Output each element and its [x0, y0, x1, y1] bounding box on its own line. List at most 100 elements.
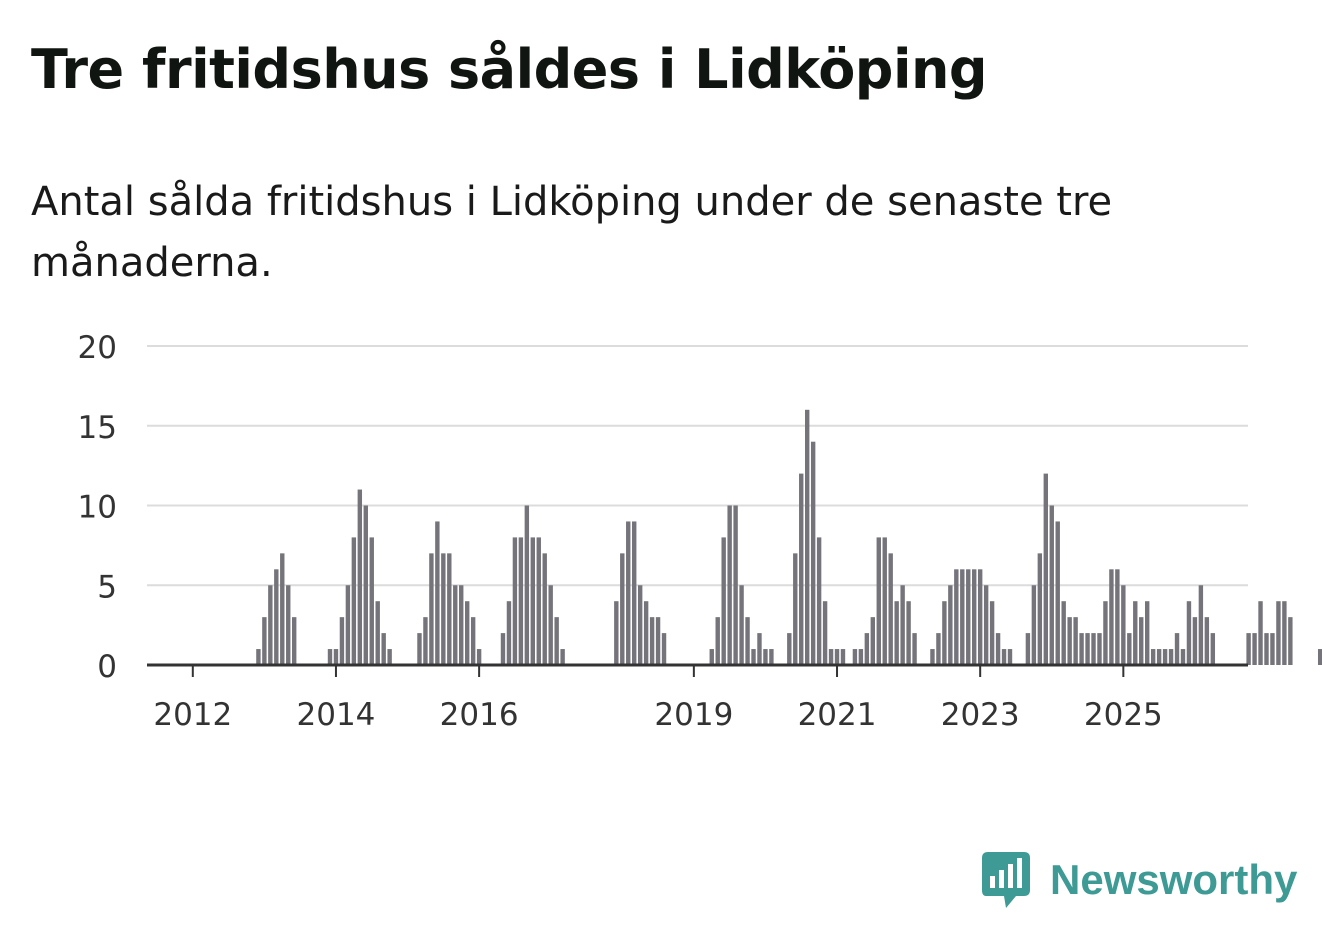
bar — [429, 553, 434, 665]
bar — [620, 553, 625, 665]
bar — [459, 585, 464, 665]
bar — [632, 521, 637, 665]
bar — [1097, 633, 1102, 665]
bar — [870, 617, 876, 665]
bar — [793, 553, 798, 665]
bar — [339, 617, 345, 665]
bar — [1317, 649, 1322, 665]
bar — [369, 537, 374, 665]
bar — [888, 553, 893, 665]
chart-title: Tre fritidshus såldes i Lidköping — [31, 38, 988, 101]
x-tick-label: 2023 — [941, 697, 1020, 733]
bar — [715, 617, 720, 665]
bar — [930, 649, 935, 665]
y-tick-label: 0 — [97, 649, 117, 685]
bar — [1067, 617, 1072, 665]
newsworthy-logo-icon — [982, 852, 1030, 908]
bar — [1145, 601, 1150, 665]
bar — [989, 601, 995, 665]
bar — [280, 553, 285, 665]
bar — [351, 537, 357, 665]
bar — [447, 553, 452, 665]
bar — [900, 585, 905, 665]
bar — [983, 585, 989, 665]
bar — [1115, 569, 1120, 665]
bar — [327, 649, 333, 665]
bar — [643, 601, 649, 665]
chart-subtitle: Antal sålda fritidshus i Lidköping under… — [31, 179, 1113, 286]
bar — [858, 649, 864, 665]
bar — [769, 649, 774, 665]
bar — [1079, 633, 1084, 665]
gridlines — [147, 345, 1248, 587]
bar — [822, 601, 828, 665]
bar — [966, 569, 971, 665]
bar — [1073, 617, 1078, 665]
bar — [345, 585, 351, 665]
bar — [894, 601, 899, 665]
bar — [1282, 601, 1287, 665]
y-axis-tick-labels: 0 5 10 15 20 — [78, 330, 117, 685]
bars — [256, 409, 1322, 665]
bar — [387, 649, 392, 665]
bar — [1109, 569, 1114, 665]
y-tick-label: 15 — [78, 410, 117, 446]
bar — [661, 633, 667, 665]
bar — [506, 601, 512, 665]
bar — [1085, 633, 1090, 665]
bar — [906, 601, 911, 665]
bar — [739, 585, 744, 665]
bar — [1204, 617, 1210, 665]
bar — [1186, 601, 1192, 665]
bar — [1210, 633, 1216, 665]
bar — [274, 569, 279, 665]
bar — [745, 617, 750, 665]
bar — [470, 617, 476, 665]
bar — [286, 585, 291, 665]
bar — [1133, 601, 1138, 665]
bar — [363, 505, 368, 665]
bar — [1043, 473, 1048, 665]
bar — [960, 569, 965, 665]
bar — [1121, 585, 1126, 665]
x-tick-label: 2021 — [798, 697, 877, 733]
bar — [954, 569, 959, 665]
bar — [727, 505, 732, 665]
bar — [1264, 633, 1269, 665]
bar — [805, 409, 810, 665]
bar — [1091, 633, 1096, 665]
bar — [256, 649, 261, 665]
bar — [417, 633, 422, 665]
bar — [548, 585, 553, 665]
bar — [757, 633, 762, 665]
bar — [942, 601, 947, 665]
bar — [1031, 585, 1037, 665]
x-axis-tick-labels: 2012 2014 2016 2019 2021 2023 2025 — [153, 697, 1162, 733]
bar — [441, 553, 446, 665]
bar — [268, 585, 273, 665]
bar — [852, 649, 858, 665]
bar — [1037, 553, 1043, 665]
bar — [1127, 633, 1132, 665]
bar — [1252, 633, 1257, 665]
bar — [1150, 649, 1156, 665]
x-tick-label: 2012 — [153, 697, 232, 733]
bar — [1025, 633, 1031, 665]
bar — [1103, 601, 1108, 665]
bar — [912, 633, 917, 665]
bar — [787, 633, 792, 665]
bar — [1258, 601, 1263, 665]
bar — [476, 649, 482, 665]
bar — [876, 537, 881, 665]
bar — [763, 649, 768, 665]
bar — [810, 441, 816, 665]
bar — [530, 537, 536, 665]
bar — [500, 633, 506, 665]
bar — [560, 649, 565, 665]
bar — [1174, 633, 1180, 665]
bar — [840, 649, 846, 665]
bar — [882, 537, 887, 665]
brand-name: Newsworthy — [1050, 856, 1298, 903]
x-tick-label: 2019 — [654, 697, 733, 733]
